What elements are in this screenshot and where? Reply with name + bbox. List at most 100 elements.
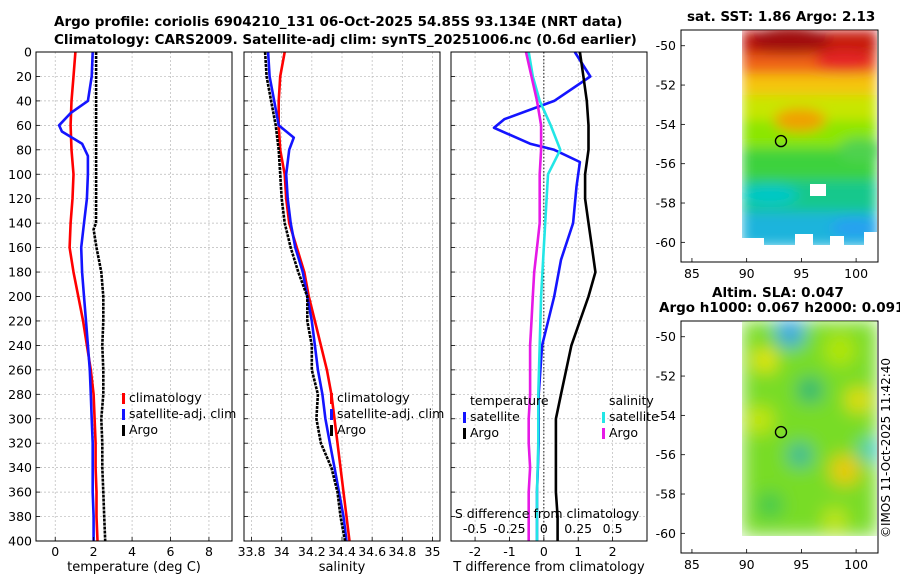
diff-xtick-label: -2 — [469, 544, 481, 559]
diff-legend-swatch — [602, 428, 605, 439]
diff-frame — [450, 51, 648, 542]
figure-title-line2: Climatology: CARS2009. Satellite-adj cli… — [54, 32, 637, 48]
sst-map-xtick-label: 85 — [684, 266, 700, 281]
diff-s-tick-label: -0.25 — [493, 521, 525, 536]
temp-line-satellite-adj-clim — [57, 51, 95, 541]
diff-line-t-argo — [554, 51, 597, 541]
temp-legend-swatch — [122, 409, 125, 420]
diff-legend-title-salinity: salinity — [609, 393, 654, 408]
sst-map-xtick-label: 90 — [739, 266, 755, 281]
sla-map-title-line2: Argo h1000: 0.067 h2000: 0.091 — [659, 300, 900, 316]
diff-line-s-argo — [524, 51, 543, 541]
sla-map-xtick-label: 95 — [793, 557, 809, 572]
sst-map-ytick-label: -58 — [656, 196, 676, 211]
sst-map-axes: 85 90 95 100 -50 -52 -54 -56 -58 -60 — [656, 38, 869, 281]
diff-s-tick-label: 0.5 — [603, 521, 623, 536]
salinity-panel: 33.8 34 34.2 34.4 34.6 34.8 35 salinity climatol… — [238, 51, 444, 575]
temp-line-argo — [92, 52, 107, 542]
temp-xtick-label: 6 — [167, 544, 175, 559]
sst-map-xtick-label: 100 — [844, 266, 868, 281]
sst-map-title: sat. SST: 1.86 Argo: 2.13 — [687, 9, 876, 25]
sal-legend-label: Argo — [337, 422, 366, 437]
depth-tick-label: 20 — [16, 69, 32, 84]
difference-panel: -2 -1 0 1 2T difference from climatology temp… — [450, 51, 659, 575]
sla-map-ytick-label: -56 — [656, 447, 676, 462]
temperature-panel: 0 2 4 6 8 temperature (deg C) 0 20 40 60 80 100 120 1… — [8, 45, 236, 576]
sal-line-climatology — [277, 51, 351, 542]
sst-map-ytick-label: -50 — [656, 38, 676, 53]
sla-map: 85 90 95 100 -50 -52 -54 -56 -58 -60 — [656, 320, 879, 572]
sla-map-xtick-label: 100 — [844, 557, 868, 572]
temp-xlabel: temperature (deg C) — [67, 560, 201, 575]
temp-frame — [35, 51, 233, 542]
sla-map-ytick-label: -58 — [656, 487, 676, 502]
sal-xtick-label: 35 — [425, 544, 441, 559]
diff-legend-label: Argo — [609, 425, 638, 440]
sal-xtick-label: 34.8 — [388, 544, 416, 559]
sla-map-ytick-label: -54 — [656, 408, 676, 423]
diff-xtick-label: 0 — [540, 544, 548, 559]
diff-s-tick-label: -0.5 — [463, 521, 487, 536]
temp-legend-swatch — [122, 425, 125, 436]
depth-tick-label: 260 — [8, 362, 32, 377]
depth-tick-label: 80 — [16, 142, 32, 157]
sla-map-axes: 85 90 95 100 -50 -52 -54 -56 -58 -60 — [656, 329, 869, 572]
sal-xtick-label: 34 — [274, 544, 290, 559]
diff-xtick-label: 1 — [574, 544, 582, 559]
diff-legend-label: Argo — [470, 425, 499, 440]
sal-legend-label: satellite-adj. clim — [337, 406, 444, 421]
temp-legend-label: climatology — [129, 390, 202, 405]
sal-legend-swatch — [330, 393, 333, 404]
depth-tick-label: 280 — [8, 387, 32, 402]
sst-map-ytick-label: -52 — [656, 78, 676, 93]
diff-legend-label: satellite — [609, 409, 659, 424]
depth-tick-label: 240 — [8, 338, 32, 353]
depth-tick-label: 0 — [24, 45, 32, 60]
sal-legend-swatch — [330, 409, 333, 420]
temp-xtick-label: 0 — [51, 544, 59, 559]
diff-line-s-satellite — [527, 51, 562, 541]
temp-legend-label: Argo — [129, 422, 158, 437]
sla-map-xtick-label: 90 — [739, 557, 755, 572]
sal-xtick-label: 34.2 — [298, 544, 326, 559]
temp-legend-label: satellite-adj. clim — [129, 406, 236, 421]
sla-field — [742, 321, 877, 536]
sla-map-title-line1: Altim. SLA: 0.047 — [712, 285, 844, 301]
depth-tick-label: 180 — [8, 265, 32, 280]
sal-legend-swatch — [330, 425, 333, 436]
figure-title-line1: Argo profile: coriolis 6904210_131 06-Oc… — [54, 14, 623, 30]
sal-xlabel: salinity — [319, 560, 366, 575]
depth-tick-label: 60 — [16, 118, 32, 133]
sst-argo-location-marker — [774, 134, 788, 148]
sst-field — [742, 30, 877, 245]
sla-map-xtick-label: 85 — [684, 557, 700, 572]
diff-s-tick-label: 0.25 — [564, 521, 592, 536]
depth-tick-label: 400 — [8, 534, 32, 549]
sst-map-ytick-label: -56 — [656, 156, 676, 171]
sst-map: 85 90 95 100 -50 -52 -54 -56 -58 -60 — [656, 29, 879, 281]
diff-legend-swatch — [602, 412, 605, 423]
depth-tick-label: 100 — [8, 167, 32, 182]
sal-line-argo — [263, 51, 347, 542]
diff-legend-label: satellite — [470, 409, 520, 424]
sal-xtick-label: 33.8 — [238, 544, 266, 559]
sal-legend-label: climatology — [337, 390, 410, 405]
sal-xtick-label: 34.4 — [328, 544, 356, 559]
sla-map-ytick-label: -50 — [656, 329, 676, 344]
diff-s-tick-label: 0 — [540, 521, 548, 536]
temp-xtick-label: 4 — [128, 544, 136, 559]
depth-tick-label: 200 — [8, 289, 32, 304]
sst-map-ytick-label: -54 — [656, 117, 676, 132]
temp-xtick-label: 8 — [205, 544, 213, 559]
temp-xtick-label: 2 — [90, 544, 98, 559]
diff-legend-swatch — [463, 412, 466, 423]
diff-legend-title-temperature: temperature — [470, 393, 549, 408]
sla-map-ytick-label: -60 — [656, 526, 676, 541]
sla-map-ytick-label: -52 — [656, 369, 676, 384]
diff-xtick-label: -1 — [503, 544, 515, 559]
sla-argo-location-marker — [774, 425, 788, 439]
depth-tick-label: 300 — [8, 411, 32, 426]
depth-tick-label: 320 — [8, 436, 32, 451]
diff-legend-swatch — [463, 428, 466, 439]
